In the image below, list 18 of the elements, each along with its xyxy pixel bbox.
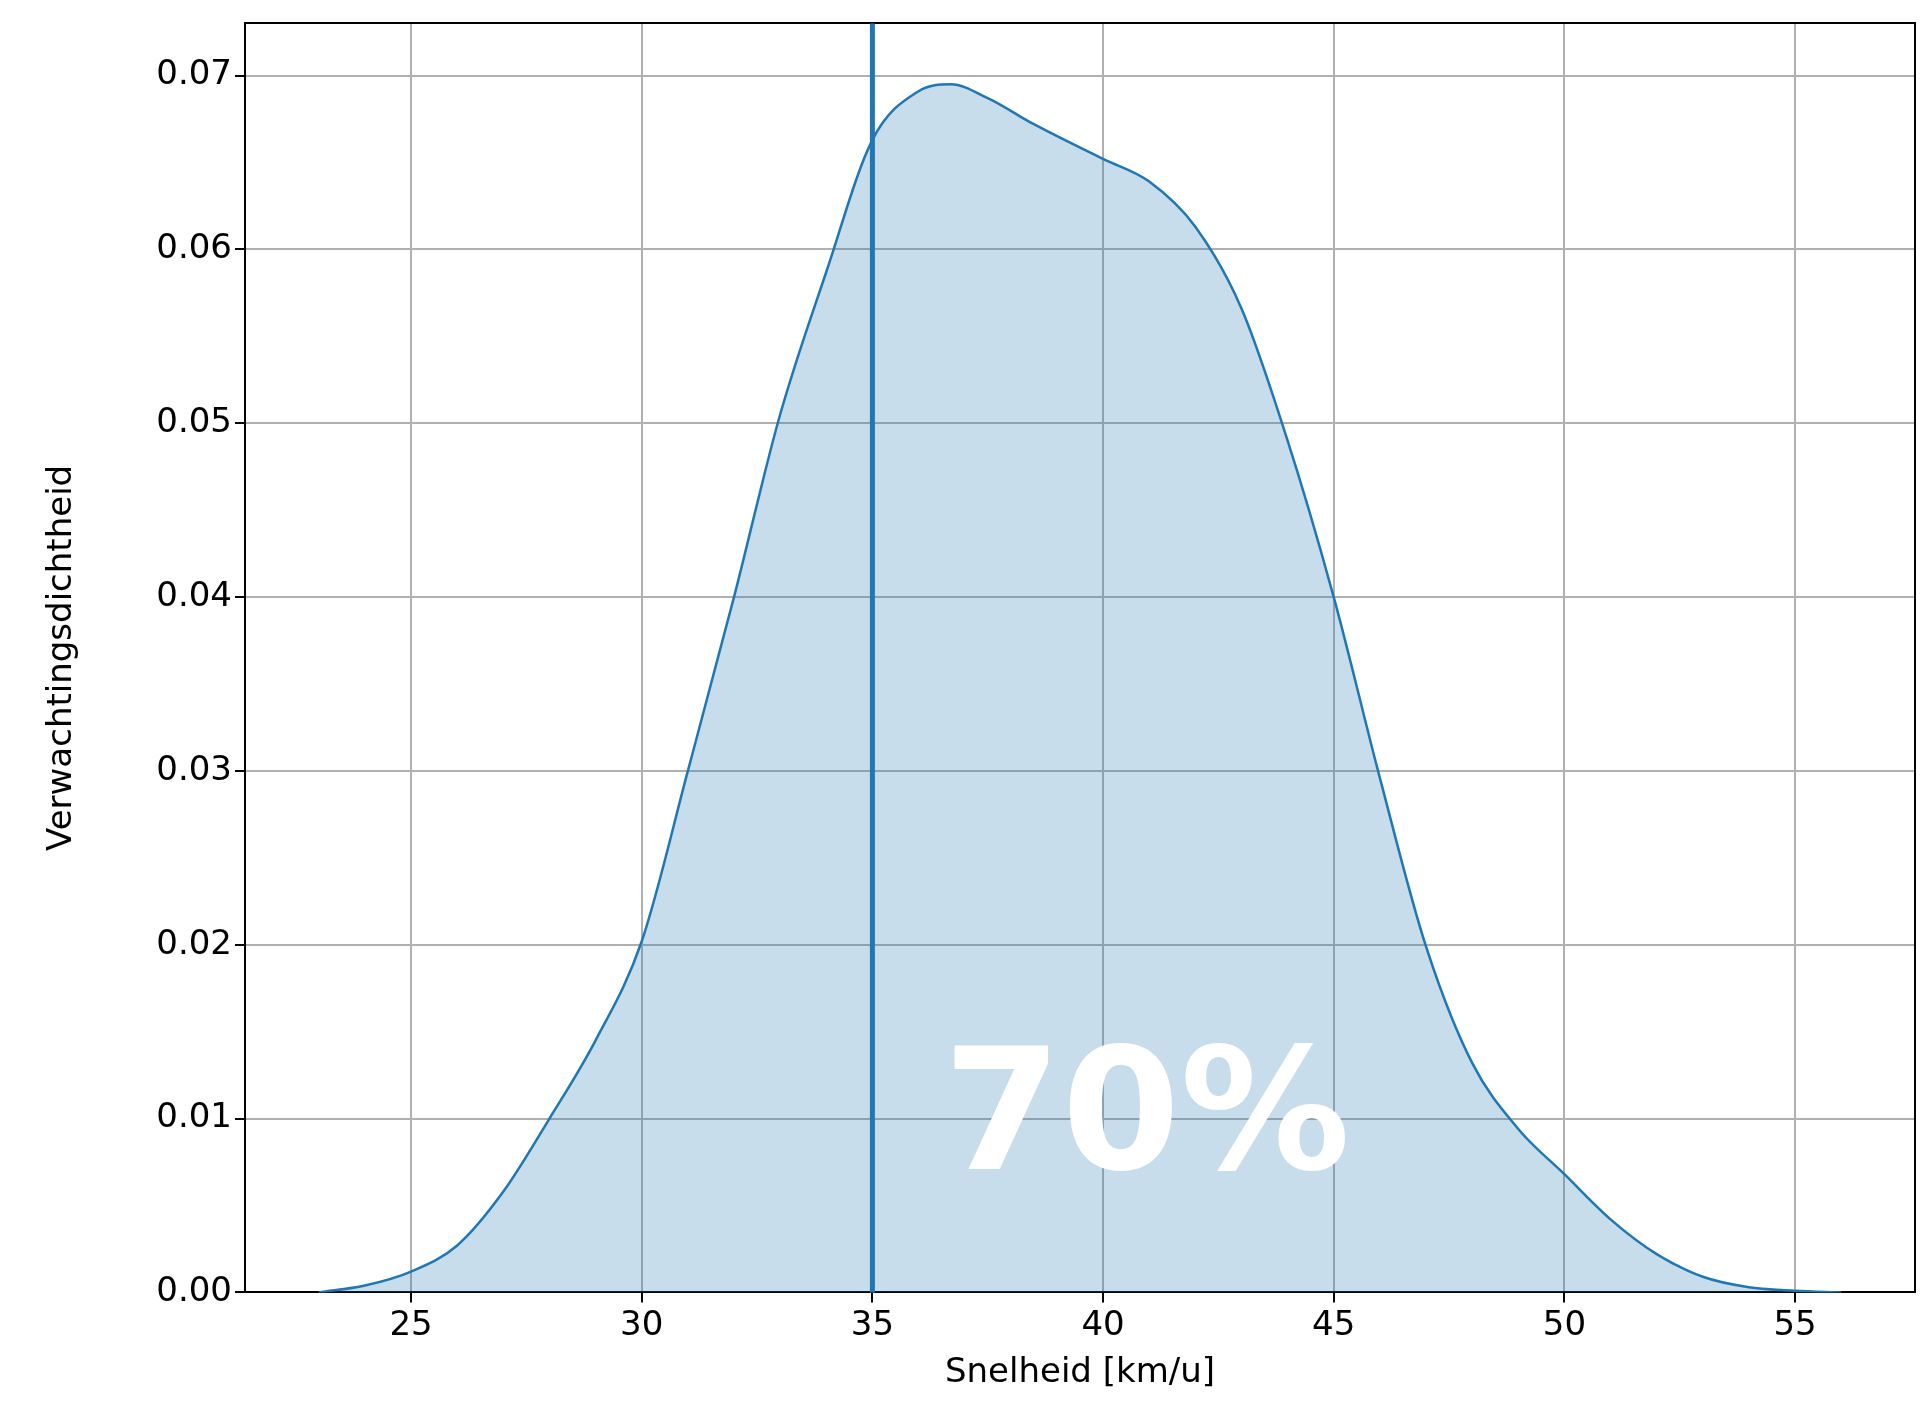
x-tick-label: 25 [389, 1302, 433, 1343]
y-tick-label: 0.01 [156, 1095, 232, 1136]
x-tick-label: 45 [1312, 1302, 1356, 1343]
y-tick-label: 0.00 [156, 1269, 232, 1310]
y-tick-label: 0.03 [156, 747, 232, 788]
x-tick-label: 55 [1773, 1302, 1817, 1343]
annotation: 70% [943, 1011, 1351, 1210]
x-tick-label: 40 [1081, 1302, 1125, 1343]
x-tick-label: 35 [850, 1302, 895, 1343]
x-axis-title: Snelheid [km/u] [944, 1350, 1216, 1391]
y-tick-label: 0.05 [156, 400, 232, 441]
y-tick-label: 0.06 [156, 226, 232, 267]
y-tick-label: 0.02 [156, 921, 232, 962]
y-tick-label: 0.04 [156, 573, 232, 614]
y-tick-label: 0.07 [156, 52, 232, 93]
y-axis-title: Verwachtingsdichtheid [39, 464, 80, 851]
x-tick-label: 30 [620, 1302, 664, 1343]
x-tick-label: 50 [1542, 1302, 1587, 1343]
